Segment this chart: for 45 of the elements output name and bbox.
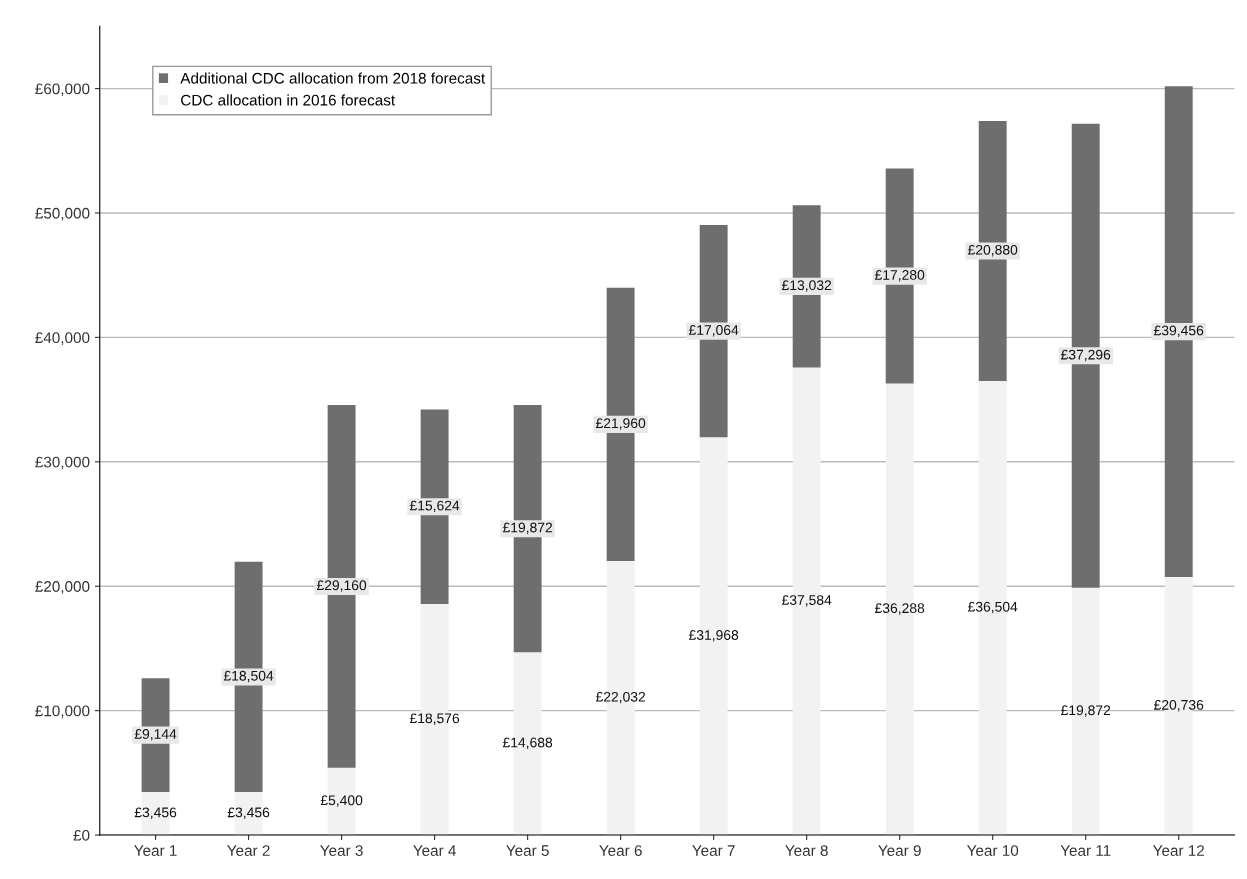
data-label: £3,456 <box>134 807 177 819</box>
x-tick-label: Year 10 <box>966 845 1019 856</box>
data-label: £19,872 <box>502 522 553 535</box>
data-label: £37,296 <box>1061 349 1111 362</box>
data-label: £13,032 <box>781 280 832 292</box>
data-label: £17,064 <box>688 325 739 337</box>
data-label: £20,880 <box>967 244 1018 257</box>
data-label: £19,872 <box>1061 705 1111 717</box>
data-label: £3,456 <box>227 807 270 819</box>
data-label: £18,576 <box>409 713 460 725</box>
x-tick-label: Year 4 <box>413 845 456 856</box>
data-label: £29,160 <box>316 580 367 592</box>
x-tick-label: Year 5 <box>506 845 549 856</box>
x-tick-label: Year 3 <box>320 845 363 856</box>
y-tick-label: £20,000 <box>35 581 90 594</box>
data-label: £36,504 <box>967 601 1018 614</box>
data-label: £15,624 <box>409 500 460 513</box>
data-label: £37,584 <box>781 595 832 607</box>
data-label: £17,280 <box>874 269 925 282</box>
legend-label: CDC allocation in 2016 forecast <box>181 94 396 106</box>
data-label: £39,456 <box>1154 325 1204 337</box>
data-label: £22,032 <box>595 691 646 704</box>
y-tick-label: £0 <box>73 829 90 841</box>
data-label: £5,400 <box>320 795 363 807</box>
x-tick-label: Year 7 <box>692 845 735 856</box>
x-tick-label: Year 6 <box>599 845 642 856</box>
data-label: £18,504 <box>223 670 274 683</box>
x-tick-label: Year 12 <box>1153 845 1205 856</box>
y-tick-label: £10,000 <box>35 705 90 719</box>
x-tick-label: Year 9 <box>878 845 921 856</box>
y-tick-label: £60,000 <box>35 83 90 97</box>
y-tick-label: £40,000 <box>35 332 90 345</box>
data-label: £9,144 <box>134 729 177 741</box>
data-label: £36,288 <box>874 603 925 615</box>
legend-label: Additional CDC allocation from 2018 forecast <box>180 72 486 84</box>
x-tick-label: Year 8 <box>785 845 828 856</box>
x-tick-label: Year 11 <box>1060 845 1111 856</box>
x-tick-label: Year 2 <box>227 845 270 856</box>
data-label: £21,960 <box>595 418 646 430</box>
x-tick-label: Year 1 <box>134 845 177 856</box>
y-tick-label: £30,000 <box>35 456 90 470</box>
data-label: £31,968 <box>688 630 739 642</box>
data-label: £20,736 <box>1154 699 1204 712</box>
data-label: £14,688 <box>502 737 553 750</box>
y-tick-label: £50,000 <box>35 207 90 221</box>
